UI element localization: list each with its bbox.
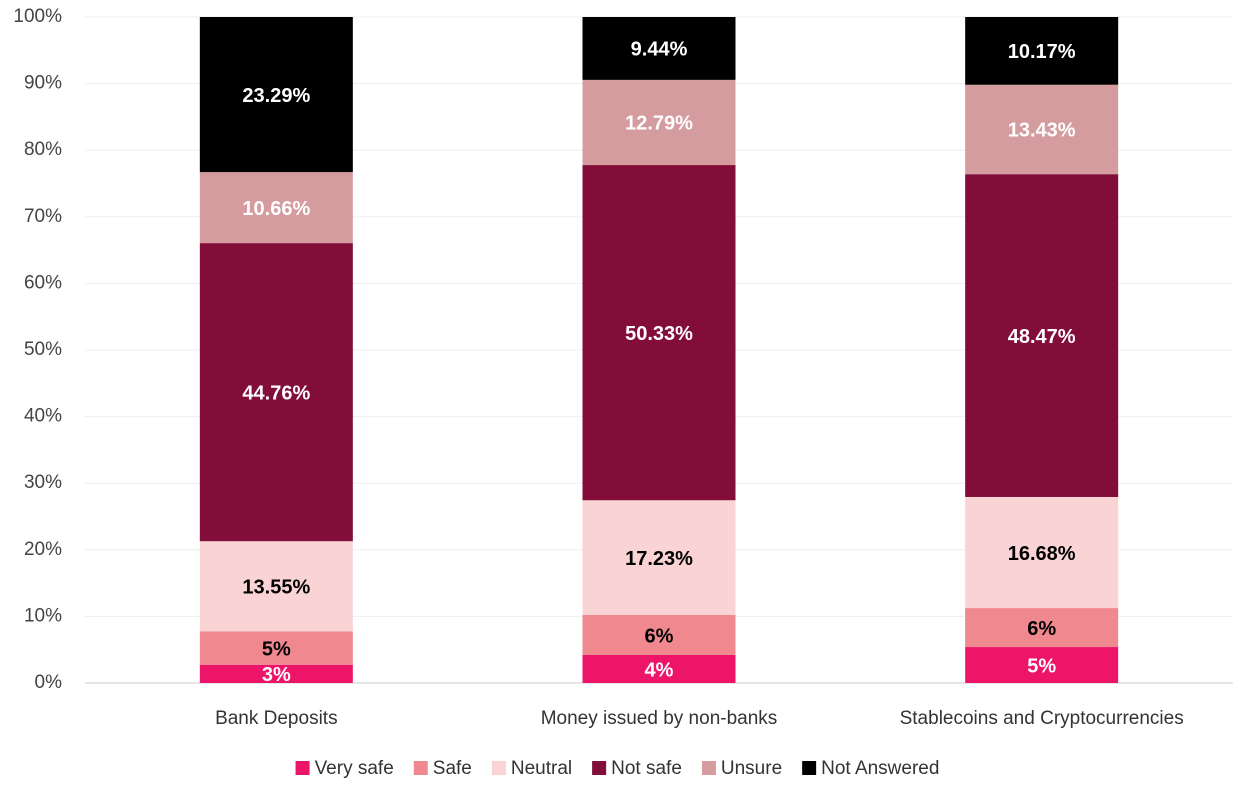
legend-label: Neutral [511, 758, 572, 779]
x-tick-label: Money issued by non-banks [541, 708, 778, 729]
legend-label: Not safe [611, 758, 682, 779]
legend-swatch [413, 761, 428, 775]
y-tick-label: 10% [24, 605, 62, 626]
legend-label: Very safe [315, 758, 394, 779]
bar-segment [199, 631, 353, 665]
y-tick-label: 40% [24, 406, 62, 427]
value-label: 50.33% [625, 323, 693, 345]
value-label: 12.79% [625, 113, 693, 135]
legend-swatch [802, 761, 817, 775]
value-label: 13.55% [242, 577, 310, 599]
bar-segment [199, 243, 353, 542]
value-label: 23.29% [242, 85, 310, 107]
bar-segment [965, 608, 1119, 648]
value-label: 13.43% [1008, 120, 1076, 142]
bar-segment [582, 165, 736, 501]
value-label: 4% [645, 659, 674, 681]
value-label: 6% [1027, 618, 1056, 640]
y-tick-label: 70% [24, 206, 62, 227]
bar-segment [199, 664, 353, 683]
value-label: 10.17% [1008, 41, 1076, 63]
bar-segment [965, 17, 1119, 85]
value-label: 5% [262, 638, 291, 660]
value-label: 6% [645, 625, 674, 647]
bar-segment [199, 541, 353, 632]
y-tick-label: 100% [13, 6, 62, 27]
legend-swatch [592, 761, 607, 775]
value-label: 3% [262, 664, 291, 686]
y-tick-label: 60% [24, 272, 62, 293]
x-tick-label: Bank Deposits [215, 708, 338, 729]
value-label: 48.47% [1008, 326, 1076, 348]
y-tick-label: 20% [24, 539, 62, 560]
value-label: 10.66% [242, 198, 310, 220]
x-tick-label: Stablecoins and Cryptocurrencies [900, 708, 1184, 729]
bar-segment [965, 174, 1119, 497]
bar-segment [582, 17, 736, 80]
bar-segment [965, 496, 1119, 609]
bar-segment [965, 84, 1119, 175]
bar-segment [582, 500, 736, 616]
legend-label: Unsure [721, 758, 782, 779]
legend-label: Safe [433, 758, 472, 779]
y-tick-label: 80% [24, 139, 62, 160]
bar-segment [582, 79, 736, 166]
legend-label: Not Answered [821, 758, 939, 779]
y-tick-label: 50% [24, 339, 62, 360]
bar-segment [199, 17, 353, 173]
value-label: 9.44% [631, 39, 688, 61]
legend-swatch [701, 761, 716, 775]
legend-swatch [491, 761, 506, 775]
bar-segment [582, 615, 736, 655]
value-label: 44.76% [242, 382, 310, 404]
legend-swatch [295, 761, 310, 775]
y-tick-label: 0% [35, 672, 63, 693]
value-label: 17.23% [625, 548, 693, 570]
value-label: 16.68% [1008, 543, 1076, 565]
value-label: 5% [1027, 655, 1056, 677]
bar-segment [582, 654, 736, 683]
bar-segment [965, 647, 1119, 683]
y-tick-label: 30% [24, 472, 62, 493]
bar-segment [199, 172, 353, 244]
y-tick-label: 90% [24, 73, 62, 94]
